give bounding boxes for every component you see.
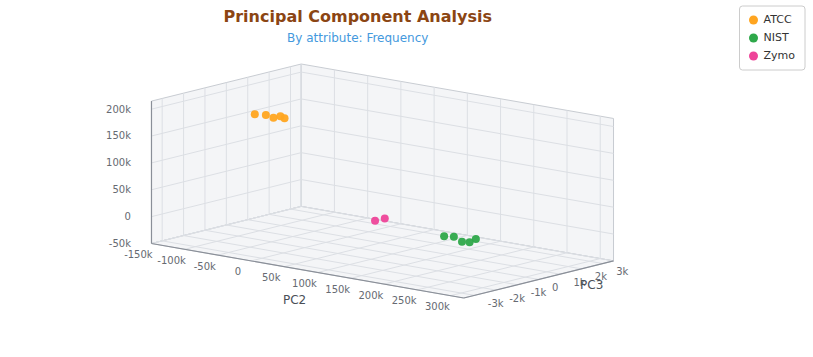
grid-line	[162, 98, 474, 295]
z-tick-label: 200k	[106, 104, 131, 115]
y-tick-label: -1k	[531, 287, 547, 298]
legend-frame	[740, 6, 806, 70]
z-tick-label: 50k	[112, 184, 131, 195]
grid-line	[151, 126, 613, 180]
chart: -150k -100k -50k 0 50k 100k 150k 200k 250k 300k -3…	[0, 0, 813, 357]
point	[371, 217, 379, 225]
grid-line	[205, 88, 517, 285]
grid-line	[184, 93, 496, 290]
grid-line	[318, 93, 468, 273]
grid-line	[185, 70, 335, 250]
point	[440, 232, 448, 240]
y-tick-label: 3k	[616, 266, 628, 277]
x-tick-label: 150k	[325, 284, 350, 295]
panes	[151, 64, 613, 298]
y-axis-label: PC3	[580, 278, 603, 292]
x-axis-line	[151, 244, 463, 298]
z-tick-label: -50k	[109, 238, 131, 249]
x-tick-label: 50k	[262, 272, 281, 283]
axes	[151, 101, 613, 298]
x-tick-label: -150k	[124, 249, 153, 260]
grid-line	[284, 87, 434, 267]
grid-line	[417, 110, 567, 290]
grid-line	[226, 83, 538, 280]
z-tick-label: 150k	[106, 130, 131, 141]
grid-line	[351, 99, 501, 279]
y-axis-line	[464, 261, 614, 298]
grid-line	[384, 105, 534, 285]
x-tick-label: 0	[235, 266, 241, 277]
y-tick-label: -3k	[488, 298, 504, 309]
x-axis-label: PC2	[283, 293, 306, 307]
grid-line	[251, 81, 401, 261]
x-tick-label: 250k	[392, 295, 417, 306]
title: Principal Component Analysis	[223, 7, 491, 26]
x-tick-label: 300k	[425, 301, 450, 312]
x-tick-label: 200k	[358, 290, 383, 301]
z-tick-label: 0	[125, 211, 131, 222]
grid-line	[151, 206, 613, 260]
legend-marker	[749, 34, 758, 43]
legend: ATCC NIST Zymo	[740, 6, 806, 70]
grid-line	[248, 77, 560, 274]
y-tick-label: 0	[552, 282, 558, 293]
points	[251, 110, 480, 246]
legend-marker	[749, 16, 758, 25]
legend-label: ATCC	[764, 13, 792, 26]
point	[466, 238, 474, 246]
legend-label: NIST	[764, 31, 789, 44]
tick-labels: -150k -100k -50k 0 50k 100k 150k 200k 250k 300k -3…	[106, 104, 628, 313]
grid-line	[450, 116, 600, 296]
point	[381, 215, 389, 223]
point	[450, 233, 458, 241]
grid-line	[218, 76, 368, 256]
point	[458, 238, 466, 246]
point	[269, 114, 277, 122]
z-tick-label: 100k	[106, 157, 131, 168]
point	[262, 111, 270, 119]
z-axis-line	[151, 101, 152, 243]
point	[276, 112, 284, 120]
point	[251, 110, 259, 118]
subtitle: By attribute: Frequency	[287, 31, 428, 45]
x-tick-label: -50k	[194, 261, 216, 272]
grid-line	[151, 153, 613, 207]
grid-line	[151, 72, 613, 126]
x-tick-label: 100k	[292, 278, 317, 289]
grid-line	[151, 99, 613, 153]
legend-marker	[749, 52, 758, 61]
legend-label: Zymo	[764, 49, 796, 62]
grid-line	[151, 180, 613, 234]
grid-line	[291, 67, 603, 264]
grid	[151, 64, 613, 296]
y-tick-label: -2k	[509, 293, 525, 304]
x-tick-label: -100k	[157, 255, 186, 266]
